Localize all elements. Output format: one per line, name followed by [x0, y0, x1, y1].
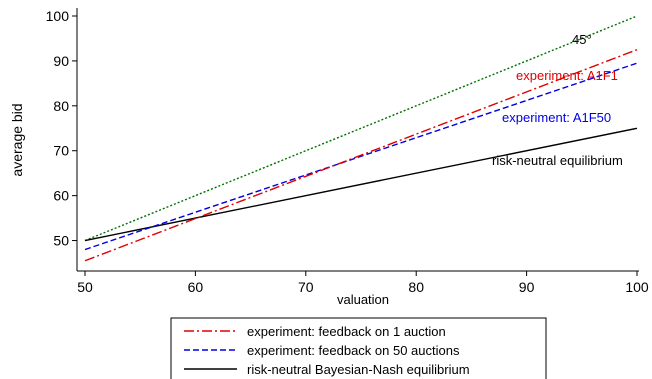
line-labels: experiment: A1F1 experiment: A1F50 risk-ne…	[492, 32, 623, 168]
line-label-2: risk-neutral equilibrium	[492, 153, 623, 168]
y-axis-label: average bid	[9, 103, 25, 176]
y-tick-label-100: 100	[46, 8, 70, 24]
y-tick-label-70: 70	[53, 143, 69, 159]
x-axis-label: valuation	[337, 292, 389, 307]
axes: 50 60 70 80 90 100 50 60 70 80 90 100	[46, 8, 649, 295]
legend-entry-2: risk-neutral Bayesian-Nash equilibrium	[247, 362, 470, 377]
x-tick-label-60: 60	[188, 279, 204, 295]
legend: experiment: feedback on 1 auction experim…	[170, 317, 547, 379]
y-tick-label-60: 60	[53, 188, 69, 204]
line-label-3: 45°	[572, 32, 592, 47]
legend-entry-0: experiment: feedback on 1 auction	[247, 324, 446, 339]
legend-entry-1: experiment: feedback on 50 auctions	[247, 343, 460, 358]
line-label-1: experiment: A1F50	[502, 110, 611, 125]
series-line-3	[84, 15, 638, 242]
series-line-0	[84, 49, 638, 262]
y-tick-label-90: 90	[53, 53, 69, 69]
plot-area	[84, 15, 638, 262]
y-tick-label-80: 80	[53, 98, 69, 114]
x-tick-label-70: 70	[298, 279, 314, 295]
line-label-0: experiment: A1F1	[516, 68, 618, 83]
y-tick-label-50: 50	[53, 233, 69, 249]
x-tick-label-50: 50	[77, 279, 93, 295]
x-tick-label-100: 100	[625, 279, 649, 295]
x-tick-label-90: 90	[519, 279, 535, 295]
series-line-1	[84, 62, 638, 251]
series-line-2	[84, 127, 638, 242]
x-tick-label-80: 80	[408, 279, 424, 295]
